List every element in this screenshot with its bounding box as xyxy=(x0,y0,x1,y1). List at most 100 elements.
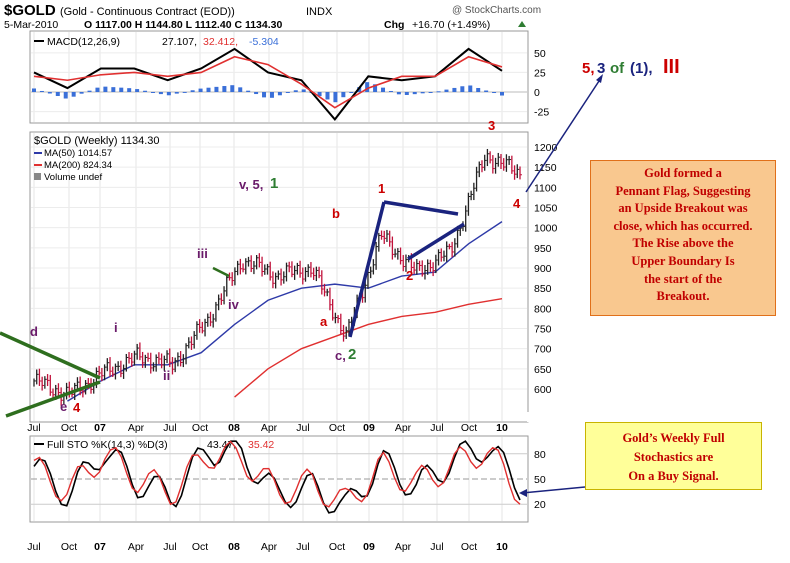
macd-histogram-bar xyxy=(325,92,330,100)
macd-histogram-bar xyxy=(246,90,251,92)
macd-histogram-bar xyxy=(182,91,187,93)
x-axis-label-bottom: Apr xyxy=(128,541,145,553)
x-axis-label-top: Oct xyxy=(461,422,477,434)
sto-arrow-head-icon xyxy=(519,489,527,497)
macd-histogram-bar xyxy=(190,90,195,92)
macd-histogram-bar xyxy=(143,90,148,92)
wave-count-title: 5, 3 of (1), III xyxy=(582,56,680,78)
sto-d-line xyxy=(33,440,521,508)
wave-label-3: 3 xyxy=(488,118,495,133)
macd-histogram-bar xyxy=(32,88,36,92)
price-tick-label: 750 xyxy=(534,324,552,336)
x-axis-label-bottom: Oct xyxy=(61,541,77,553)
wave-arrow-line xyxy=(525,77,602,193)
wave-label-ii: ii xyxy=(163,368,170,383)
sto-note-line: Stochastics are xyxy=(633,450,714,464)
macd-tick-label: 25 xyxy=(534,67,546,79)
macd-histogram-bar xyxy=(476,87,481,92)
macd-legend: MACD(12,26,9) 27.107, 32.412, -5.304 xyxy=(34,36,279,48)
x-axis-label-bottom: Apr xyxy=(395,541,412,553)
price-legend: $GOLD (Weekly) 1134.30 MA(50) 1014.57 MA… xyxy=(34,135,160,183)
pennant-note-line: Gold formed a xyxy=(644,166,722,180)
macd-histogram-bar xyxy=(484,90,489,92)
macd-tick-label: 0 xyxy=(534,87,540,99)
x-axis-label-top: 07 xyxy=(94,422,106,434)
pennant-note-line: Breakout. xyxy=(656,289,710,304)
pennant-note-line: close, which has occurred. xyxy=(613,218,753,233)
price-tick-label: 900 xyxy=(534,263,552,275)
macd-histogram-bar xyxy=(79,92,84,94)
price-tick-label: 1150 xyxy=(534,162,557,174)
sto-tick-label: 50 xyxy=(534,474,546,486)
macd-histogram-bar xyxy=(436,91,441,93)
macd-histogram-bar xyxy=(333,92,338,103)
x-axis-label-top: 09 xyxy=(363,422,375,434)
wave-label-i: i xyxy=(114,320,118,335)
wave-label-1: 1 xyxy=(378,181,385,196)
macd-histogram-bar xyxy=(87,90,92,92)
wave-label-iii: iii xyxy=(197,246,208,261)
macd-value: 27.107, xyxy=(162,36,197,48)
pennant-note-line: Upper Boundary Is xyxy=(631,253,735,268)
change-label: Chg xyxy=(384,19,404,31)
x-axis-label-top: Oct xyxy=(61,422,77,434)
wave-label-2: 2 xyxy=(406,268,413,283)
macd-histogram-bar xyxy=(500,92,504,96)
macd-histogram-bar xyxy=(262,92,267,98)
x-axis-label-top: Jul xyxy=(296,422,309,434)
instrument-name: (Gold - Continuous Contract (EOD)) xyxy=(60,6,235,18)
pennant-lower xyxy=(407,222,465,261)
stochastics-note-box: Gold’s Weekly Full Stochastics are On a … xyxy=(585,422,762,490)
macd-histogram-bar xyxy=(404,92,409,95)
macd-histogram-bar xyxy=(428,92,433,93)
macd-histogram-bar xyxy=(222,86,227,92)
wave-label-e: e xyxy=(60,399,67,414)
pennant-note-box: Gold formed a Pennant Flag, Suggesting a… xyxy=(590,160,776,316)
pennant-pole xyxy=(348,201,386,338)
macd-signal-line xyxy=(33,55,503,109)
price-tick-label: 950 xyxy=(534,243,552,255)
pennant-note-line: Pennant Flag, Suggesting xyxy=(615,183,751,198)
x-axis-label-top: Apr xyxy=(395,422,412,434)
price-tick-label: 600 xyxy=(534,384,552,396)
sto-note-line: On a Buy Signal. xyxy=(628,469,719,483)
macd-histogram-bar xyxy=(127,88,132,92)
macd-histogram-bar xyxy=(388,90,393,92)
macd-histogram-bar xyxy=(39,90,44,92)
pennant-note-line: The Rise above the xyxy=(632,236,734,251)
macd-histogram-bar xyxy=(452,87,457,92)
macd-histogram-bar xyxy=(206,87,211,92)
macd-label: MACD(12,26,9) xyxy=(47,36,120,48)
watermark: @ StockCharts.com xyxy=(452,5,541,16)
signal-value: 32.412, xyxy=(203,36,238,48)
exchange: INDX xyxy=(306,6,333,18)
annotation-lines xyxy=(0,74,603,497)
x-axis-label-bottom: Oct xyxy=(329,541,345,553)
x-axis-label-top: Jul xyxy=(27,422,40,434)
histogram-value: -5.304 xyxy=(249,36,279,48)
x-axis-label-bottom: 09 xyxy=(363,541,375,553)
price-tick-label: 1100 xyxy=(534,182,557,194)
macd-histogram-bar xyxy=(135,89,140,92)
macd-histogram-bar xyxy=(412,92,417,95)
ma200-label: MA(200) 824.34 xyxy=(44,160,112,171)
macd-histogram-bar xyxy=(301,89,306,92)
ma200-line xyxy=(234,297,503,398)
macd-histogram-bar xyxy=(285,92,290,93)
macd-histogram-bar xyxy=(420,92,425,94)
sto-d-value: 35.42 xyxy=(248,439,274,451)
macd-histogram-bar xyxy=(460,86,465,92)
macd-histogram-bar xyxy=(444,89,449,92)
x-axis-label-bottom: Jul xyxy=(296,541,309,553)
price-tick-label: 700 xyxy=(534,344,552,356)
macd-histogram-bar xyxy=(71,92,76,97)
svg-text:III: III xyxy=(663,56,680,78)
macd-histogram-bar xyxy=(47,92,52,94)
volume-label: Volume undef xyxy=(44,172,102,183)
macd-line xyxy=(33,47,503,122)
macd-histogram-bar xyxy=(150,92,155,93)
x-axis-label-bottom: Jul xyxy=(163,541,176,553)
macd-histogram-bar xyxy=(365,82,370,92)
macd-histogram-bar xyxy=(238,87,243,92)
